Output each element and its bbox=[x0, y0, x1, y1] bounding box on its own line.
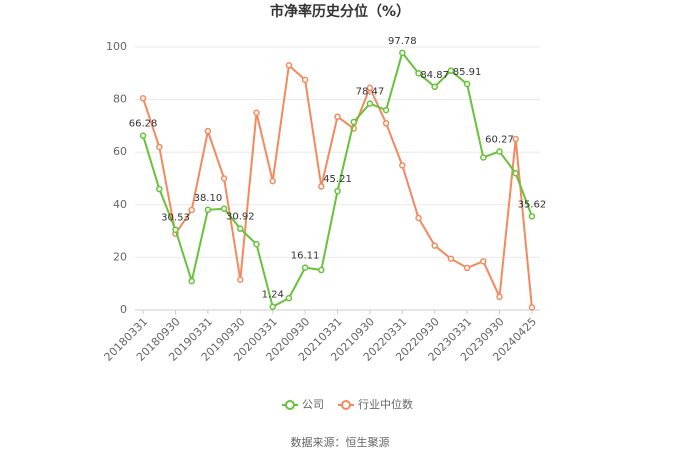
data-point bbox=[269, 177, 276, 185]
data-point bbox=[366, 100, 374, 107]
legend-marker[interactable] bbox=[285, 400, 295, 410]
data-point bbox=[318, 266, 325, 274]
data-point bbox=[204, 127, 212, 135]
data-point bbox=[415, 214, 422, 222]
data-point bbox=[512, 169, 519, 177]
data-point bbox=[285, 294, 293, 302]
data-point bbox=[382, 106, 390, 114]
data-point bbox=[447, 255, 455, 262]
data-label: 97.78 bbox=[388, 36, 417, 47]
data-point bbox=[463, 264, 471, 272]
data-label: 85.91 bbox=[453, 67, 482, 78]
data-point bbox=[253, 241, 260, 248]
data-point bbox=[139, 132, 147, 139]
data-point bbox=[188, 277, 195, 285]
y-tick-label: 80 bbox=[113, 93, 127, 106]
y-tick-label: 100 bbox=[106, 40, 127, 53]
y-tick-label: 60 bbox=[113, 145, 127, 158]
data-point bbox=[350, 118, 357, 126]
data-point bbox=[285, 62, 293, 69]
legend-label[interactable]: 公司 bbox=[302, 398, 324, 411]
data-point bbox=[431, 83, 438, 91]
data-point bbox=[382, 120, 390, 127]
data-point bbox=[139, 95, 147, 102]
data-label: 16.11 bbox=[291, 251, 320, 262]
data-point bbox=[220, 205, 228, 212]
data-label: 66.28 bbox=[129, 119, 158, 130]
data-point bbox=[480, 154, 487, 161]
data-point bbox=[399, 162, 406, 169]
series-line bbox=[142, 63, 533, 308]
data-point bbox=[253, 109, 260, 116]
data-label: 38.10 bbox=[194, 193, 223, 204]
data-point bbox=[237, 225, 244, 232]
data-point bbox=[204, 206, 212, 214]
data-point bbox=[156, 185, 163, 193]
data-point bbox=[463, 80, 471, 88]
data-point bbox=[415, 70, 422, 77]
chart-title: 市净率历史分位（%） bbox=[270, 3, 410, 20]
data-point bbox=[399, 49, 406, 57]
data-point bbox=[528, 213, 536, 220]
y-tick-label: 20 bbox=[113, 250, 127, 263]
data-point bbox=[172, 226, 179, 233]
data-label: 1.24 bbox=[262, 290, 284, 301]
data-point bbox=[480, 258, 487, 265]
data-label: 45.21 bbox=[323, 174, 352, 185]
data-point bbox=[496, 293, 503, 301]
data-point bbox=[301, 76, 309, 84]
data-point bbox=[334, 187, 341, 195]
legend-label[interactable]: 行业中位数 bbox=[358, 397, 413, 411]
data-point bbox=[237, 276, 244, 284]
y-tick-label: 40 bbox=[113, 198, 127, 211]
data-point bbox=[447, 67, 455, 74]
data-point bbox=[528, 304, 536, 311]
data-point bbox=[334, 113, 341, 120]
data-label: 60.27 bbox=[485, 134, 514, 145]
data-point bbox=[188, 206, 195, 214]
data-label: 30.92 bbox=[226, 212, 255, 223]
data-point bbox=[496, 148, 503, 155]
data-point bbox=[366, 84, 374, 92]
data-point bbox=[301, 264, 309, 271]
data-point bbox=[318, 183, 325, 190]
data-label: 84.87 bbox=[420, 70, 449, 81]
data-point bbox=[156, 143, 163, 151]
data-point bbox=[512, 135, 519, 143]
data-label: 35.62 bbox=[518, 199, 547, 210]
y-tick-label: 0 bbox=[120, 303, 127, 316]
source-note: 数据来源：恒生聚源 bbox=[291, 435, 390, 449]
data-label: 78.47 bbox=[356, 87, 385, 98]
data-label: 30.53 bbox=[161, 213, 190, 224]
legend-marker[interactable] bbox=[341, 400, 351, 410]
data-point bbox=[269, 303, 276, 310]
data-point bbox=[431, 242, 438, 249]
data-point bbox=[220, 175, 228, 182]
